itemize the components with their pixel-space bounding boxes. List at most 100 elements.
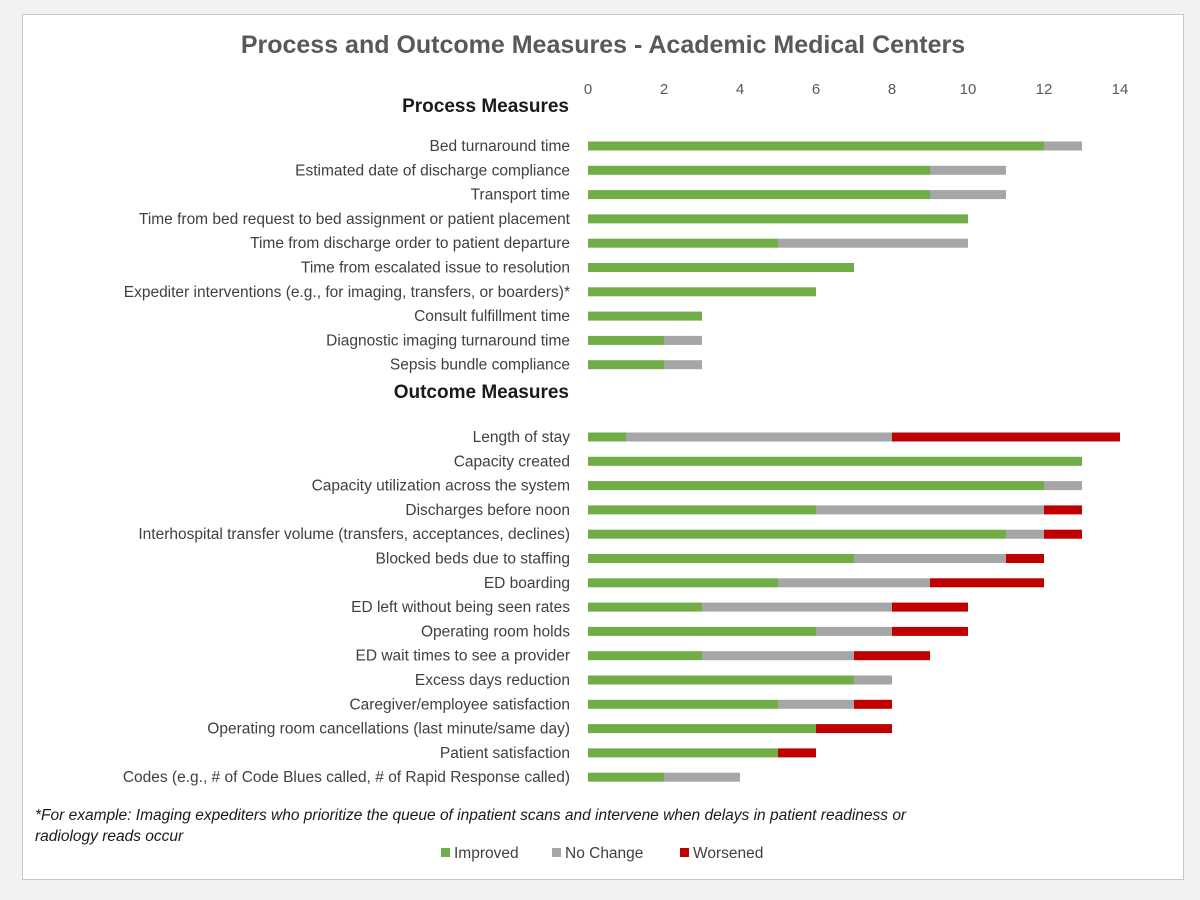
category-label: Length of stay [473,429,571,446]
bar-improved [588,360,664,370]
category-label: Interhospital transfer volume (transfers… [138,526,570,543]
category-label: ED wait times to see a provider [355,648,570,665]
bar-improved [588,724,816,734]
bar-no-change [816,505,1044,515]
x-tick-label: 4 [736,81,744,98]
legend: Improved No Change Worsened [441,845,763,862]
category-label: Excess days reduction [415,672,570,689]
bar-improved [588,578,778,588]
x-tick-label: 0 [584,81,592,98]
bar-improved [588,238,778,248]
category-label: Diagnostic imaging turnaround time [326,332,570,349]
section-header-outcome-measures: Outcome Measures [394,382,569,403]
category-label: Blocked beds due to staffing [376,551,570,568]
bar-improved [588,675,854,685]
x-tick-label: 8 [888,81,896,98]
bar-no-change [1044,481,1082,491]
category-label: Transport time [471,187,570,204]
bar-no-change [702,651,854,661]
bar-no-change [778,699,854,709]
bar-no-change [1006,529,1044,539]
bar-improved [588,141,1044,151]
chart-frame: Process and Outcome Measures - Academic … [22,14,1184,880]
x-axis-ticks: 0 2 4 6 8 10 12 14 [584,81,1129,98]
category-label: Estimated date of discharge compliance [295,162,570,179]
bar-no-change [1044,141,1082,151]
category-label: Patient satisfaction [440,745,570,762]
legend-label-improved: Improved [454,845,519,862]
category-label: Consult fulfillment time [414,308,570,325]
x-tick-label: 6 [812,81,820,98]
bar-improved [588,602,702,612]
bar-worsened [778,748,816,758]
bar-improved [588,626,816,636]
category-label: Expediter interventions (e.g., for imagi… [124,284,570,301]
footnote-line-2: radiology reads occur [35,828,184,845]
bar-no-change [930,190,1006,200]
x-tick-label: 12 [1036,81,1053,98]
x-tick-label: 10 [960,81,977,98]
bar-worsened [892,602,968,612]
bar-improved [588,432,626,442]
bar-improved [588,748,778,758]
bar-improved [588,190,930,200]
bar-worsened [930,578,1044,588]
legend-label-worsened: Worsened [693,845,763,862]
category-label: Sepsis bundle compliance [390,357,570,374]
bar-no-change [664,772,740,782]
bar-improved [588,505,816,515]
category-label: Caregiver/employee satisfaction [349,696,570,713]
bar-improved [588,287,816,297]
category-label: Time from escalated issue to resolution [301,260,570,277]
legend-swatch-no-change [552,848,561,857]
category-label: Time from bed request to bed assignment … [139,211,571,228]
bar-improved [588,456,1082,466]
category-label: Discharges before noon [405,502,570,519]
x-tick-label: 14 [1112,81,1129,98]
bar-no-change [778,238,968,248]
category-label: ED left without being seen rates [351,599,570,616]
bar-worsened [854,651,930,661]
category-label: Operating room holds [421,623,570,640]
bar-improved [588,554,854,563]
bar-worsened [854,699,892,709]
category-label: Bed turnaround time [430,138,570,155]
category-label: ED boarding [484,575,570,592]
bar-worsened [816,724,892,734]
chart-body: Process Measures Bed turnaround time Estim… [123,96,1120,786]
bar-improved [588,651,702,661]
category-label: Codes (e.g., # of Code Blues called, # o… [123,769,570,786]
bar-no-change [664,360,702,370]
bar-no-change [930,165,1006,175]
bar-no-change [854,675,892,685]
x-tick-label: 2 [660,81,668,98]
stacked-bar-chart: Process and Outcome Measures - Academic … [35,31,1129,862]
footnote-line-1: *For example: Imaging expediters who pri… [35,807,907,824]
legend-swatch-improved [441,848,450,857]
bar-worsened [1044,529,1082,539]
bar-improved [588,311,702,321]
bar-improved [588,263,854,272]
bar-improved [588,772,664,782]
bar-no-change [778,578,930,588]
bar-improved [588,214,968,224]
bar-worsened [1006,554,1044,563]
category-label: Operating room cancellations (last minut… [207,721,570,738]
category-label: Capacity utilization across the system [312,478,570,495]
bar-improved [588,699,778,709]
bar-no-change [664,335,702,345]
section-header-process-measures: Process Measures [402,96,569,117]
bar-no-change [816,626,892,636]
bar-no-change [626,432,892,442]
bar-worsened [1044,505,1082,515]
bar-worsened [892,626,968,636]
category-label: Capacity created [454,453,570,470]
bar-improved [588,165,930,175]
bar-worsened [892,432,1120,442]
bar-no-change [702,602,892,612]
bar-no-change [854,554,1006,563]
bar-improved [588,335,664,345]
legend-label-no-change: No Change [565,845,643,862]
bar-improved [588,529,1006,539]
category-label: Time from discharge order to patient dep… [250,235,570,252]
